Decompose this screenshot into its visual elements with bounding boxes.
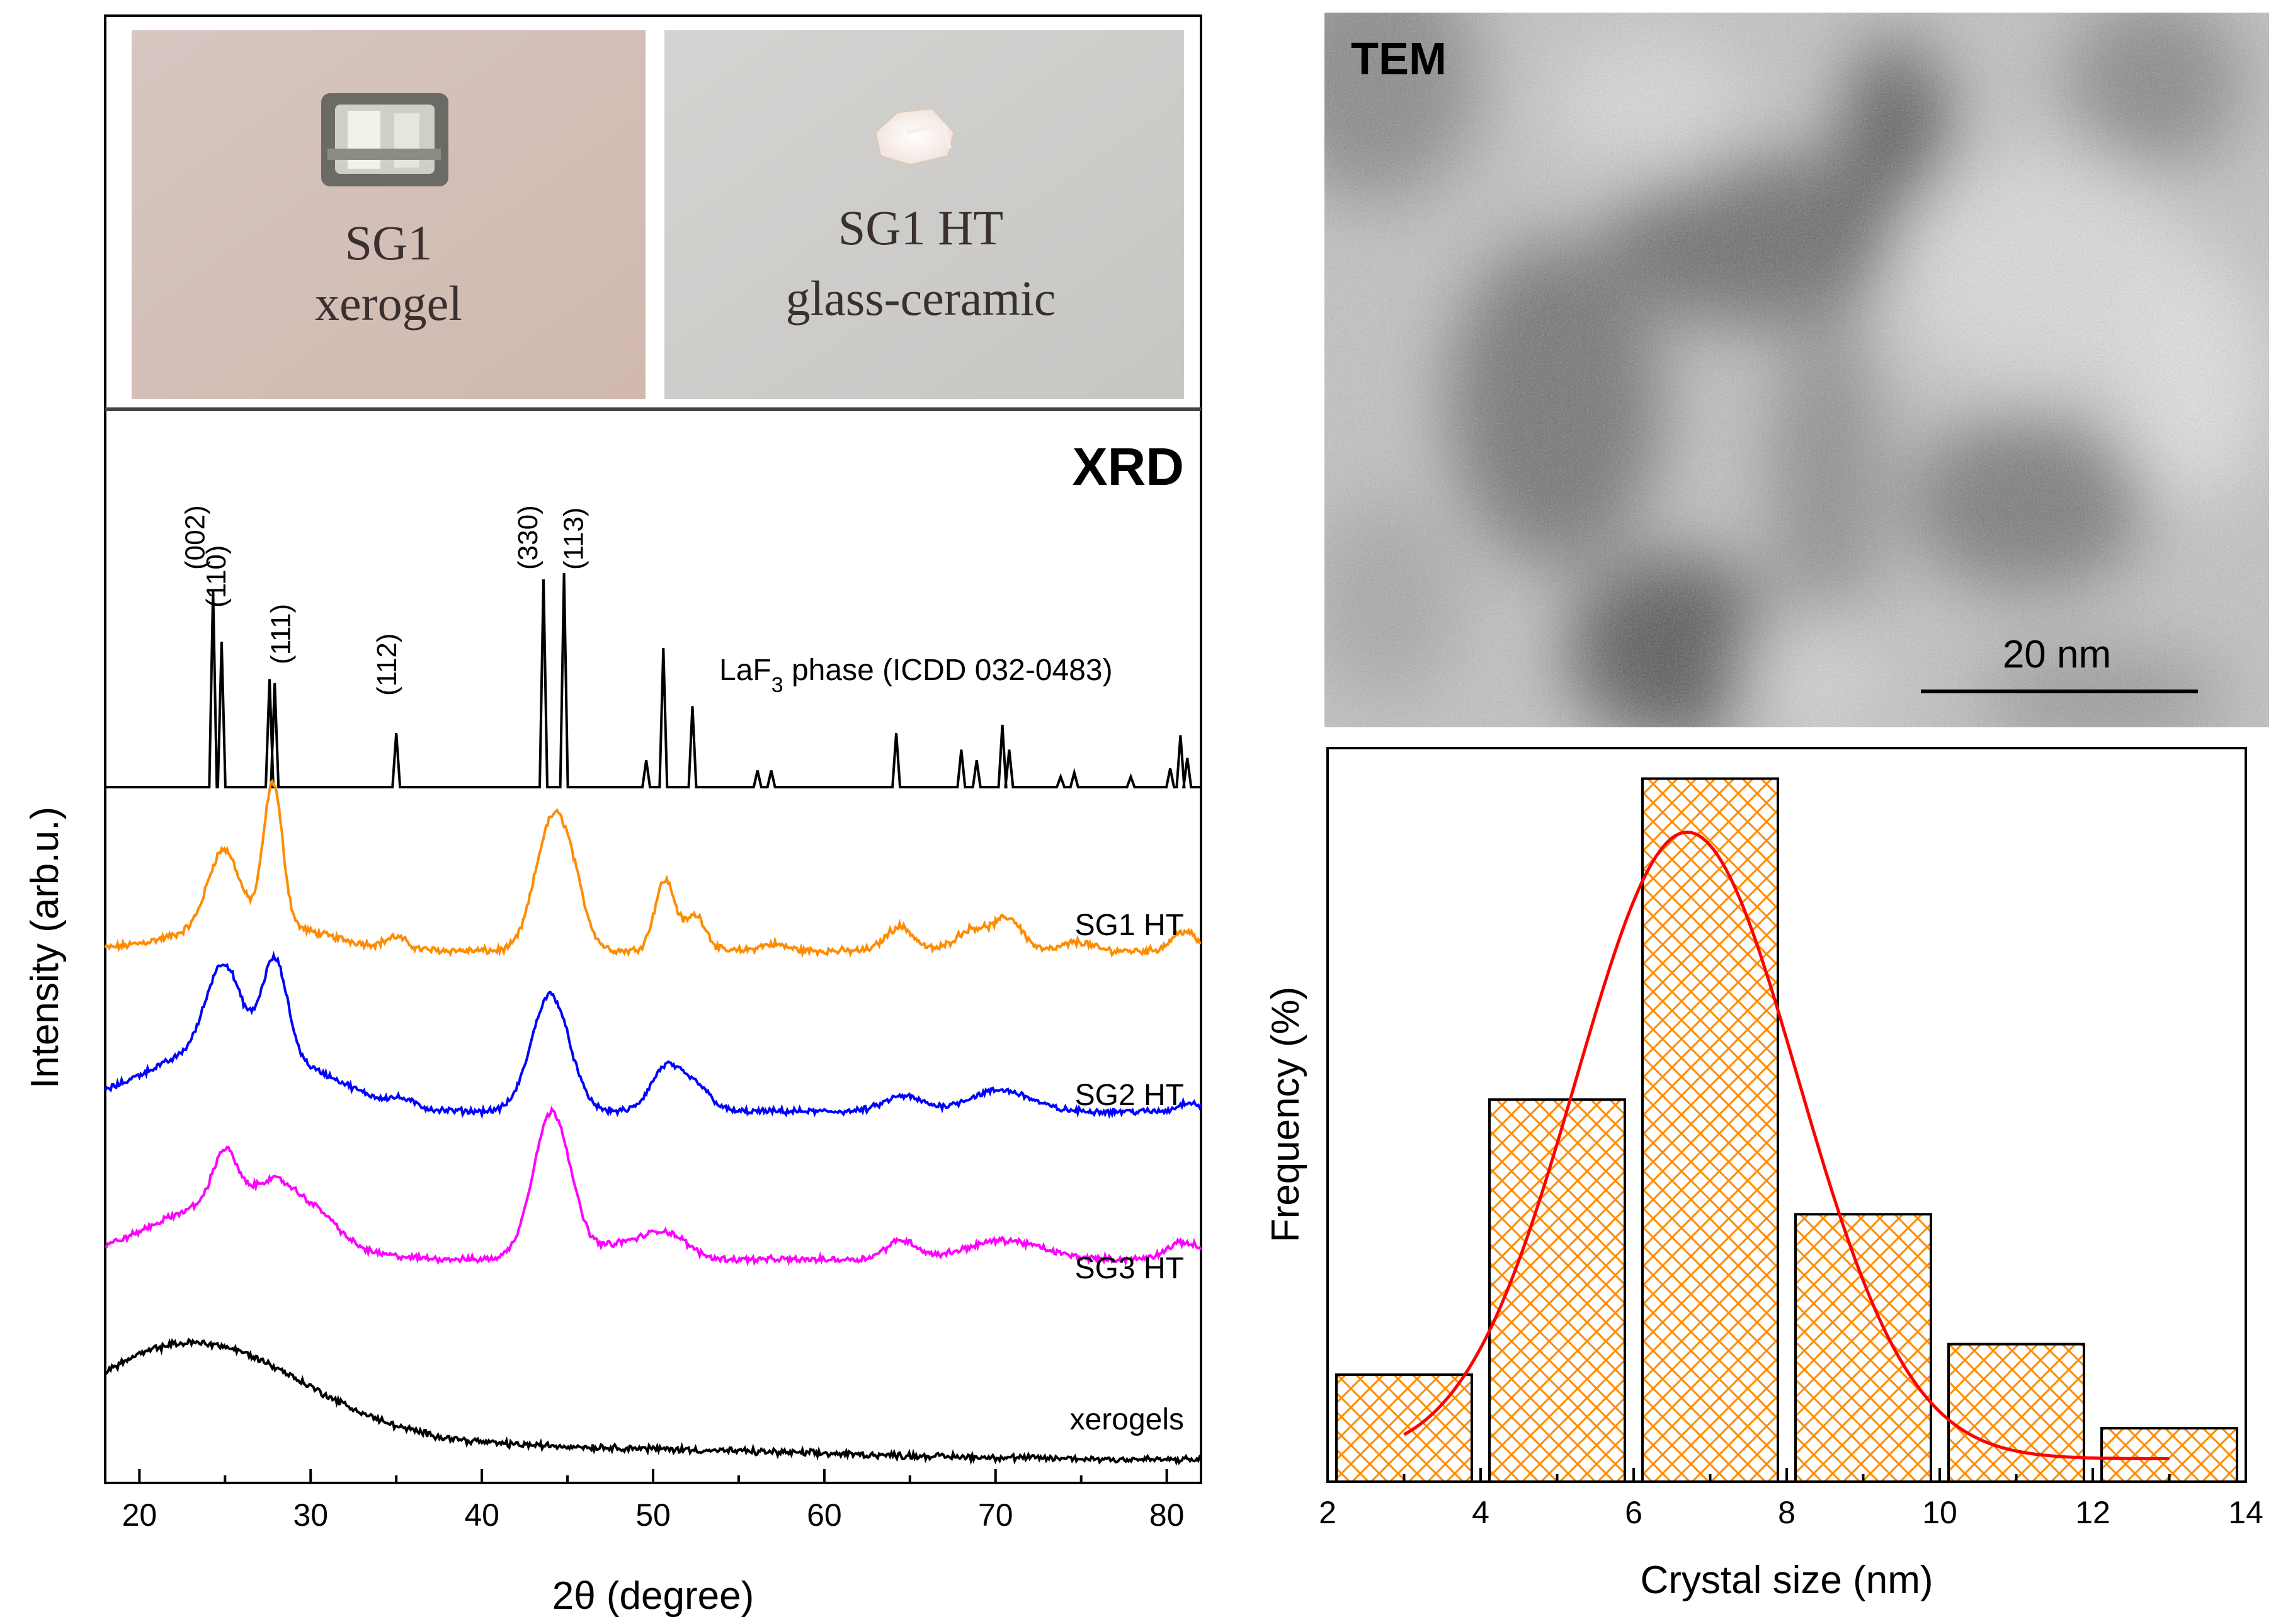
reference-label: LaF3 phase (ICDD 032-0483) (719, 654, 1113, 697)
peak-label-2: (111) (266, 604, 297, 664)
tem-image: TEM 20 nm (1324, 13, 2269, 727)
photo-sg1-ht-glass-ceramic: SG1 HT glass-ceramic (664, 30, 1184, 399)
histogram-bar-1 (1488, 1098, 1626, 1483)
gaussian-fit-curve (1403, 830, 2170, 1460)
hist-x-tick-label-0: 2 (1319, 1495, 1336, 1530)
reference-stick-line (105, 573, 1201, 788)
photo-sg1-xerogel: SG1 xerogel (132, 30, 646, 399)
hist-x-tick-label-3: 8 (1778, 1495, 1796, 1530)
xrd-series-line-3 (105, 1337, 1202, 1466)
xrd-series-group (104, 778, 1202, 1466)
histogram-bar-5 (2100, 1427, 2238, 1484)
xrd-series-line-1 (104, 950, 1202, 1120)
xerogel-sample-image (321, 93, 448, 186)
histogram-bars (1335, 777, 2238, 1484)
photo-right-line2: glass-ceramic (786, 271, 1056, 326)
peak-label-1: (110) (201, 545, 232, 608)
hist-x-tick-label-4: 10 (1922, 1495, 1957, 1530)
histogram-bar-3 (1794, 1213, 1932, 1484)
xrd-series-labels: SG1 HT SG2 HT SG3 HT xerogels (1070, 909, 1184, 1436)
series-label-sg2-ht: SG2 HT (1075, 1079, 1184, 1112)
series-label-sg1-ht: SG1 HT (1075, 909, 1184, 942)
xrd-chart: XRD (002)(110) (111) (112) (330) (113) LaF3 … (23, 437, 1202, 1618)
hist-x-tick-label-5: 12 (2075, 1495, 2110, 1530)
xrd-x-tick-label-2: 40 (464, 1497, 499, 1533)
peak-label-5: (113) (559, 508, 589, 570)
scale-bar-label: 20 nm (2003, 633, 2111, 676)
xrd-series-line-0 (104, 778, 1202, 958)
histogram-chart: 2 4 6 8 10 12 14 Crystal size (nm) Frequency (… (1264, 747, 2263, 1602)
photo-left-line2: xerogel (315, 276, 462, 331)
glass-ceramic-sample-image (874, 107, 955, 166)
xrd-x-tick-label-3: 50 (635, 1497, 671, 1533)
xrd-x-tick-label-0: 20 (122, 1497, 157, 1533)
series-label-xerogels: xerogels (1070, 1403, 1184, 1436)
hist-x-tick-label-6: 14 (2228, 1495, 2263, 1530)
peak-label-3: (112) (372, 633, 402, 696)
xrd-peak-labels: (002)(110) (111) (112) (330) (113) (179, 505, 589, 696)
series-label-sg3-ht: SG3 HT (1075, 1252, 1184, 1285)
hist-x-tick-label-1: 4 (1472, 1495, 1489, 1530)
xrd-title: XRD (1073, 437, 1184, 496)
histogram-y-axis-title: Frequency (%) (1264, 987, 1307, 1243)
xrd-x-tick-label-4: 60 (807, 1497, 842, 1533)
tem-label: TEM (1351, 34, 1447, 84)
xrd-y-axis-title: Intensity (arb.u.) (23, 807, 67, 1089)
photo-right-line1: SG1 HT (838, 200, 1003, 255)
histogram-x-axis: 2 4 6 8 10 12 14 (1319, 1468, 2263, 1530)
xrd-x-tick-label-6: 80 (1149, 1497, 1185, 1533)
xrd-x-axis-title: 2θ (degree) (552, 1574, 754, 1618)
hist-x-tick-label-2: 6 (1625, 1495, 1642, 1530)
xrd-series-line-2 (105, 1106, 1202, 1267)
xrd-x-tick-label-5: 70 (978, 1497, 1013, 1533)
peak-label-0: (002) (179, 505, 210, 570)
xrd-x-axis: 20 30 40 50 60 70 80 (122, 1469, 1185, 1533)
xrd-reference-pattern (105, 573, 1201, 788)
histogram-bar-2 (1641, 777, 1779, 1483)
histogram-bar-4 (1947, 1343, 2085, 1484)
peak-label-4: (330) (513, 505, 544, 570)
histogram-x-axis-title: Crystal size (nm) (1640, 1559, 1933, 1602)
histogram-bar-0 (1335, 1373, 1473, 1484)
photo-left-line1: SG1 (345, 215, 433, 270)
xrd-x-tick-label-1: 30 (293, 1497, 328, 1533)
